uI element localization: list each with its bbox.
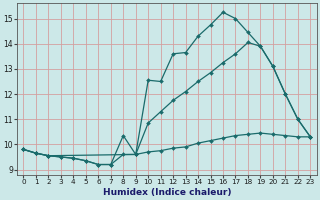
X-axis label: Humidex (Indice chaleur): Humidex (Indice chaleur) xyxy=(103,188,231,197)
